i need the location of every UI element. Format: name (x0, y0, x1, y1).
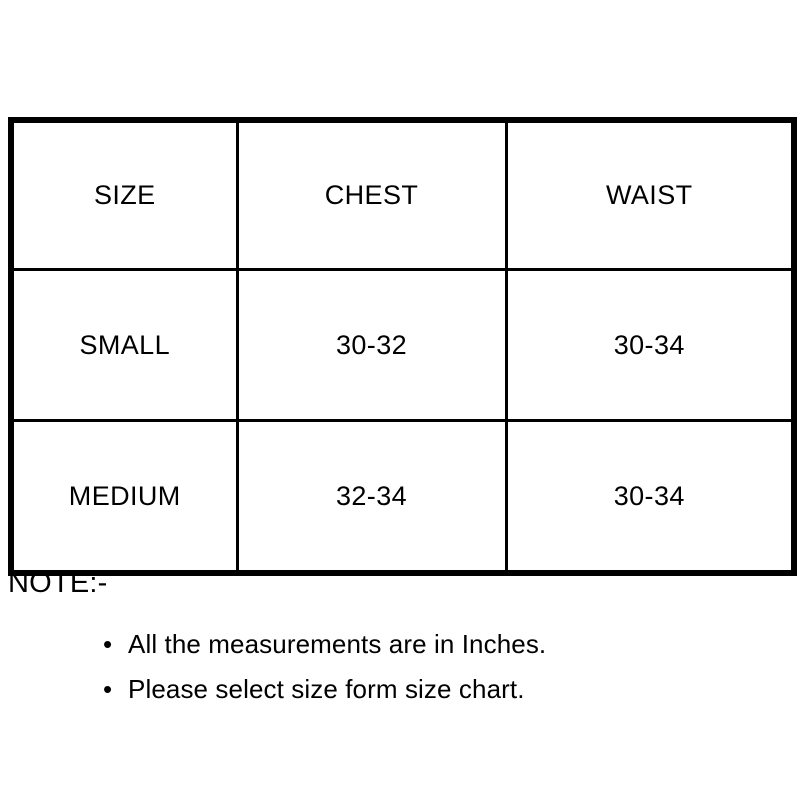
cell-chest-small: 30-32 (235, 268, 508, 422)
column-header-size: SIZE (9, 118, 239, 271)
notes-title: NOTE:- (8, 567, 108, 599)
cell-waist-medium: 30-34 (504, 419, 796, 575)
table-row: MEDIUM 32-34 30-34 (9, 419, 796, 575)
size-chart-table: SIZE CHEST WAIST SMALL 30-32 30-34 MEDIU… (8, 117, 797, 576)
note-text: Please select size form size chart. (128, 674, 525, 704)
list-item: • Please select size form size chart. (8, 667, 768, 712)
list-item: • All the measurements are in Inches. (8, 622, 768, 667)
note-text: All the measurements are in Inches. (128, 629, 547, 659)
cell-size-medium: MEDIUM (9, 419, 239, 575)
bullet-icon: • (103, 629, 113, 659)
cell-chest-medium: 32-34 (235, 419, 508, 575)
column-header-chest: CHEST (235, 118, 508, 271)
table-row: SMALL 30-32 30-34 (9, 268, 796, 422)
notes-section: NOTE:- • All the measurements are in Inc… (8, 566, 768, 712)
table-header-row: SIZE CHEST WAIST (9, 118, 796, 271)
notes-list: • All the measurements are in Inches. • … (8, 622, 768, 712)
bullet-icon: • (103, 674, 113, 704)
cell-size-small: SMALL (9, 268, 239, 422)
cell-waist-small: 30-34 (504, 268, 796, 422)
column-header-waist: WAIST (504, 118, 796, 271)
